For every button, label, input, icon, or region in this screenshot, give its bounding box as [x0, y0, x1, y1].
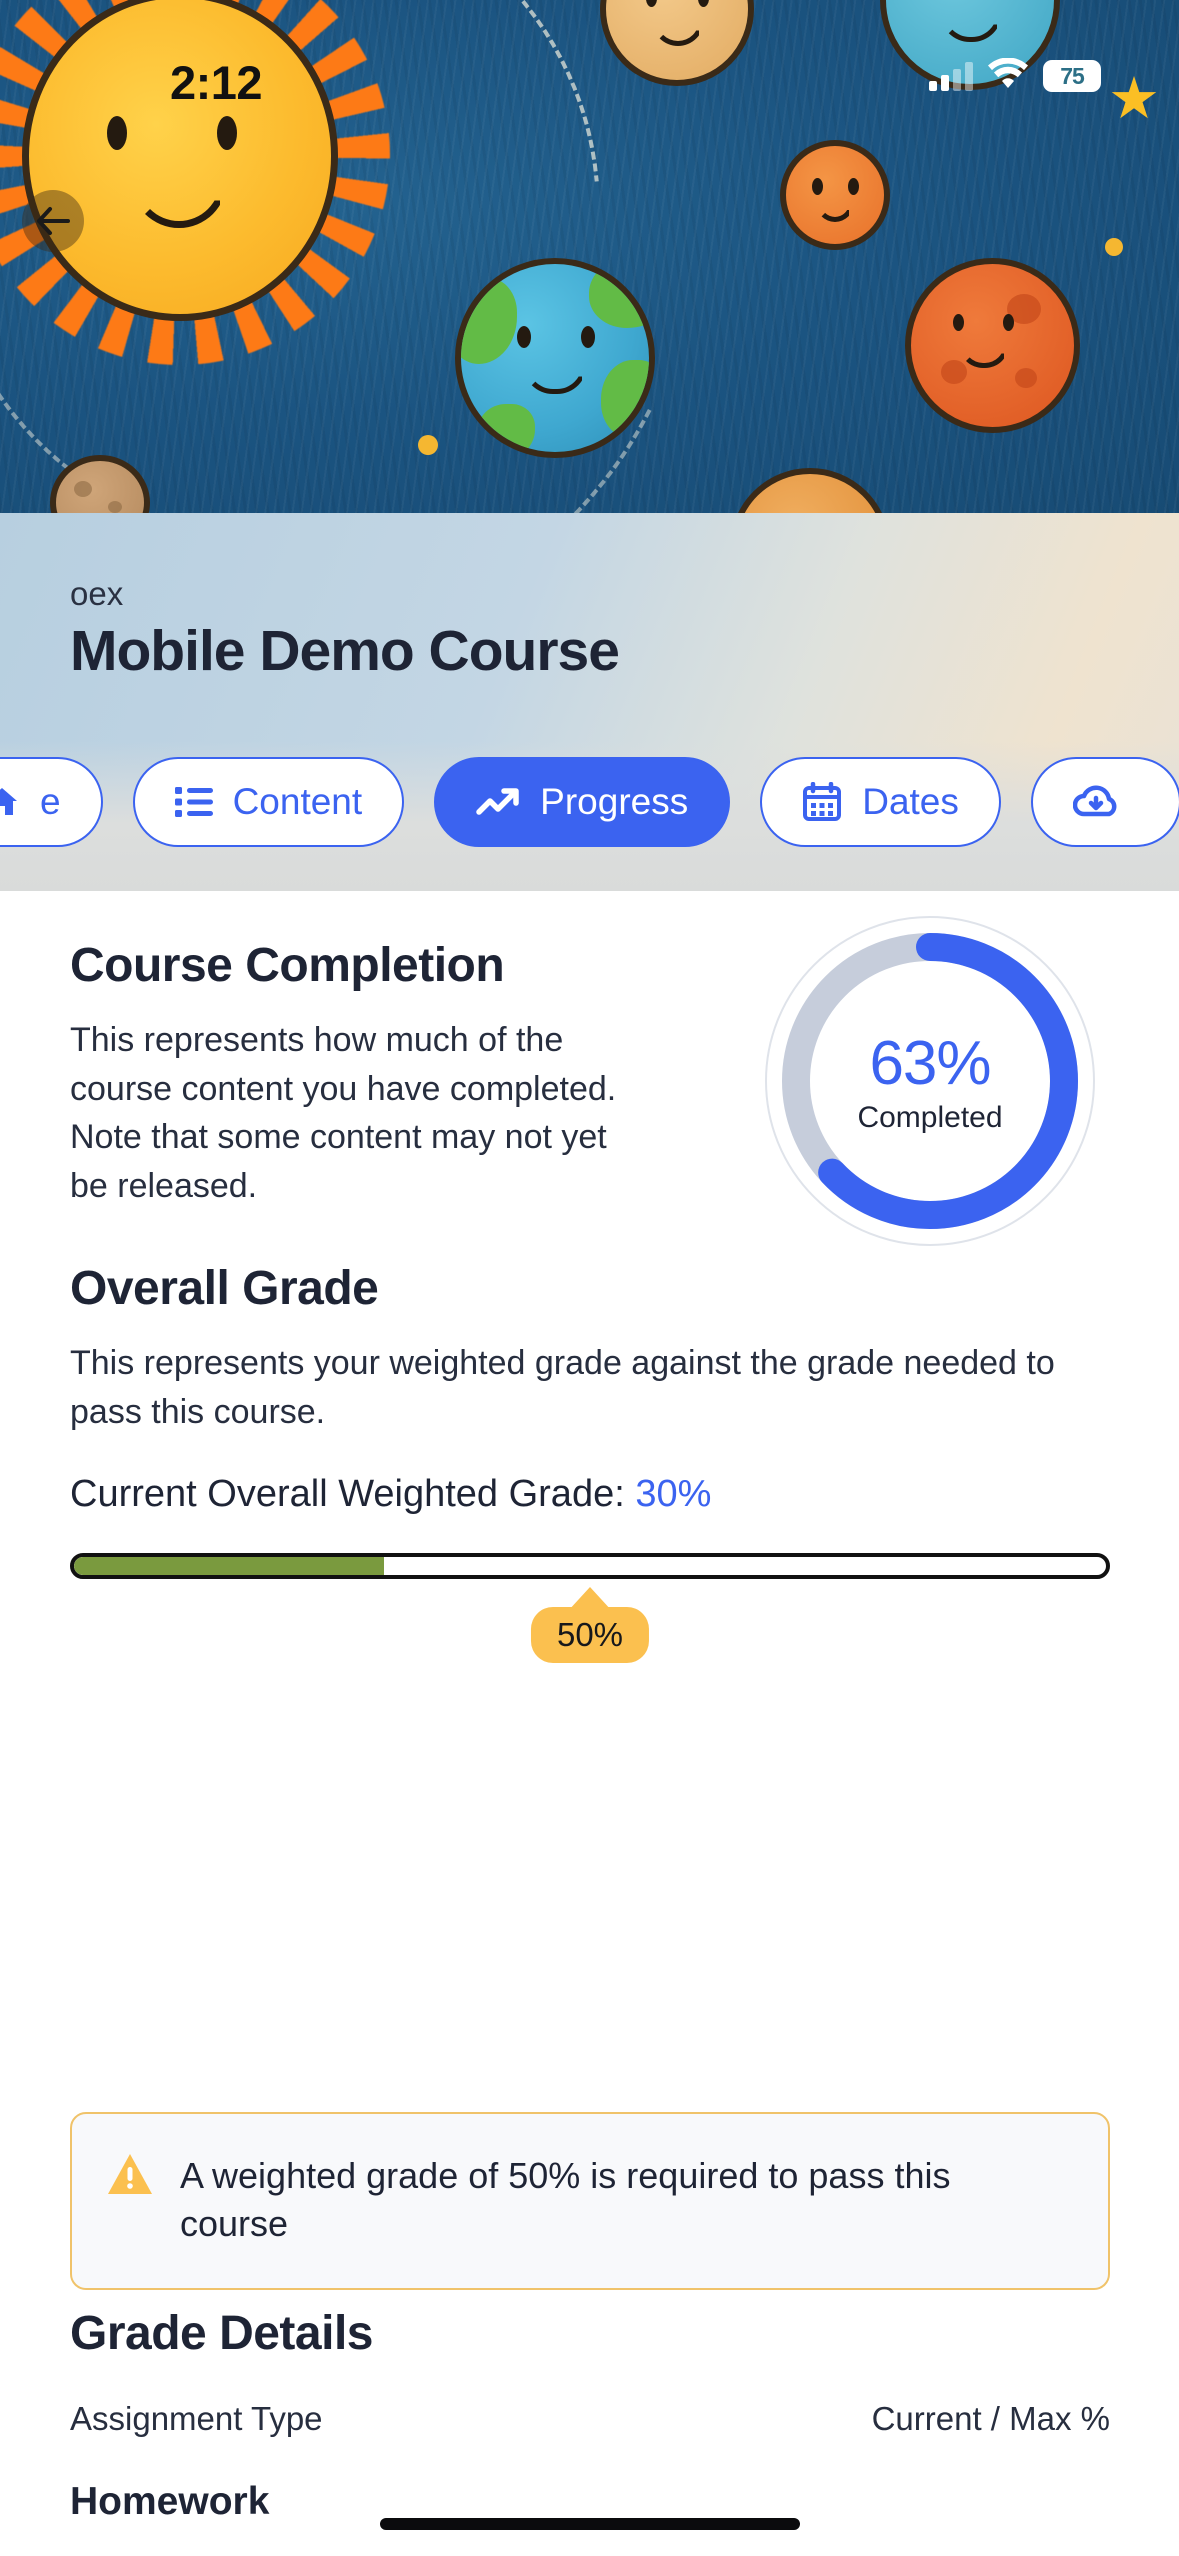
home-icon [0, 784, 20, 820]
battery-level: 75 [1060, 62, 1085, 89]
passing-grade-label: 50% [530, 1607, 650, 1663]
course-completion-title: Course Completion [70, 939, 505, 992]
course-org: oex [70, 575, 124, 612]
current-weighted-grade-label: Current Overall Weighted Grade: [70, 1473, 636, 1515]
cellular-signal-icon [929, 61, 973, 91]
planet-icon [905, 258, 1080, 433]
tab-progress[interactable]: Progress [434, 757, 731, 847]
completion-ring-svg [782, 933, 1078, 1229]
tab-home[interactable]: e [0, 757, 103, 847]
tab-progress-label: Progress [540, 781, 689, 822]
passing-grade-alert: A weighted grade of 50% is required to p… [70, 2112, 1110, 2291]
completion-progress-ring: 63% Completed [765, 916, 1095, 1246]
grade-details-col-left: Assignment Type [70, 2400, 323, 2437]
cloud-download-icon [1072, 784, 1119, 820]
grade-progress-bar-wrap: 50% [70, 1553, 1110, 1663]
progress-content: Course Completion This represents how mu… [0, 891, 1179, 2556]
tab-home-label: e [40, 781, 61, 822]
warning-triangle-icon [106, 2152, 154, 2201]
assignment-type-name: Homework [70, 2480, 270, 2523]
back-button[interactable] [22, 190, 84, 252]
small-star-dot-icon [1105, 238, 1123, 256]
overall-grade-description: This represents your weighted grade agai… [70, 1344, 1055, 1431]
grade-details-col-right: Current / Max % [871, 2400, 1110, 2437]
course-header: oex Mobile Demo Course e [0, 513, 1179, 891]
tab-downloads[interactable] [1030, 757, 1179, 847]
battery-icon: 75 [1043, 60, 1101, 92]
overall-grade-title: Overall Grade [70, 1262, 379, 1315]
course-tab-bar[interactable]: e Content [0, 752, 1179, 852]
status-bar: 2:12 75 [0, 0, 1179, 120]
passing-grade-alert-text: A weighted grade of 50% is required to p… [180, 2155, 951, 2245]
course-completion-description: This represents how much of the course c… [70, 1021, 617, 1205]
completion-percent: 63% [869, 1028, 991, 1098]
current-weighted-grade-value: 30% [635, 1473, 712, 1515]
status-bar-clock: 2:12 [170, 56, 263, 109]
grade-details-title: Grade Details [70, 2307, 373, 2360]
home-indicator [379, 2518, 800, 2530]
small-star-dot-icon [418, 435, 438, 455]
trending-up-icon [476, 785, 520, 819]
page-title: Mobile Demo Course [70, 619, 620, 683]
tab-dates-label: Dates [862, 781, 959, 822]
tab-content-label: Content [232, 781, 363, 822]
sun-icon [0, 0, 390, 365]
completion-sublabel: Completed [857, 1100, 1003, 1134]
earth-planet-icon [455, 258, 655, 458]
course-completion-section: Course Completion This represents how mu… [0, 891, 1179, 1261]
list-icon [174, 785, 213, 819]
grade-details-header-row: Assignment Type Current / Max % [70, 2400, 1110, 2438]
tab-dates[interactable]: Dates [760, 757, 1001, 847]
grade-progress-fill [74, 1557, 384, 1575]
course-hero-image: ★ [0, 0, 1179, 513]
wifi-icon [987, 57, 1029, 94]
current-weighted-grade-line: Current Overall Weighted Grade: 30% [70, 1473, 711, 1516]
arrow-left-icon [36, 206, 70, 236]
grade-progress-bar [70, 1553, 1110, 1579]
calendar-icon [802, 782, 842, 822]
planet-icon [780, 140, 890, 250]
tab-content[interactable]: Content [132, 757, 405, 847]
